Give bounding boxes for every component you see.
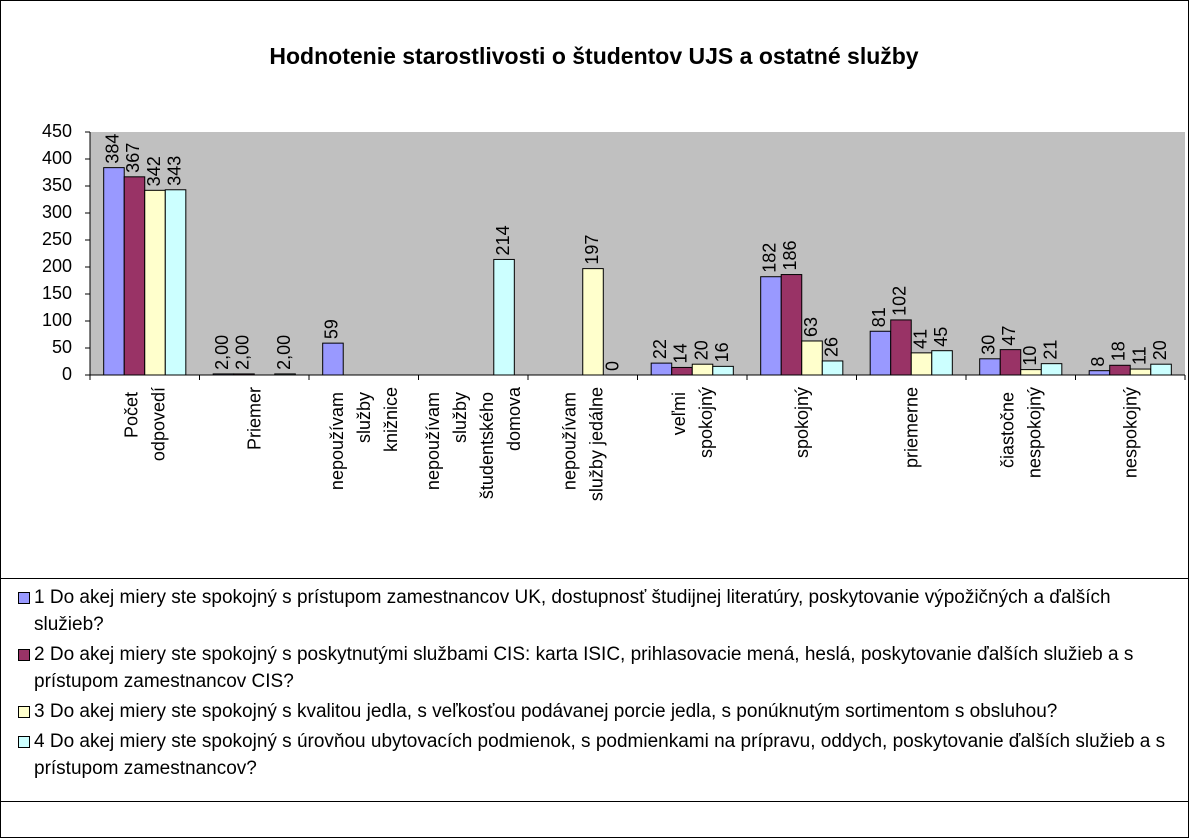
legend-swatch (18, 649, 30, 661)
x-tick-label: čiastočne nespokojný (997, 387, 1044, 478)
y-tick-label: 0 (62, 364, 72, 384)
bar (274, 373, 296, 376)
y-tick-label: 150 (42, 283, 72, 303)
bar (760, 276, 782, 376)
bar (1109, 364, 1131, 376)
value-label: 63 (801, 317, 821, 337)
bar (493, 258, 515, 376)
bar (1020, 369, 1042, 376)
value-label: 16 (712, 342, 732, 362)
bar (144, 189, 166, 376)
y-tick-label: 400 (42, 148, 72, 168)
bar (322, 342, 344, 376)
value-label: 342 (144, 156, 164, 186)
value-label: 47 (999, 326, 1019, 346)
legend-swatch (18, 592, 30, 604)
bar (233, 373, 255, 376)
x-tick-label: Priemer (244, 387, 264, 450)
value-label: 21 (1040, 340, 1060, 360)
legend-entry: 2 Do akej miery ste spokojný s poskytnut… (18, 641, 1181, 695)
value-label: 10 (1020, 346, 1040, 366)
bar (821, 360, 844, 376)
legend-entry: 3 Do akej miery ste spokojný s kvalitou … (18, 698, 1181, 725)
bar (780, 274, 803, 376)
y-tick-label: 100 (42, 310, 72, 330)
value-label: 182 (760, 243, 780, 273)
legend: 1 Do akej miery ste spokojný s prístupom… (0, 579, 1189, 801)
bar (979, 358, 1001, 376)
x-tick-label: nepoužívam služby študentského domova (423, 386, 524, 499)
value-label: 186 (780, 241, 800, 271)
chart-title: Hodnotenie starostlivosti o študentov UJ… (269, 43, 918, 69)
value-label: 20 (1150, 340, 1170, 360)
bar (1040, 363, 1063, 376)
x-tick-label: nespokojný (1120, 387, 1140, 478)
bar (650, 362, 673, 376)
value-label: 343 (164, 156, 184, 186)
bar (931, 350, 953, 376)
bar (1088, 370, 1111, 376)
bar (999, 349, 1022, 376)
value-label: 59 (322, 319, 342, 339)
value-label: 8 (1088, 357, 1108, 367)
bar (869, 330, 892, 376)
bar (691, 363, 714, 376)
y-tick-label: 300 (42, 202, 72, 222)
legend-entry: 1 Do akej miery ste spokojný s prístupom… (18, 584, 1181, 638)
legend-swatch (18, 706, 30, 718)
value-label: 20 (691, 340, 711, 360)
x-tick-label: nepoužívam služby knižnice (327, 387, 401, 490)
x-tick-label: nepoužívam služby jedálne (559, 387, 606, 501)
bar (671, 366, 693, 376)
legend-swatch (18, 736, 30, 748)
value-label: 30 (979, 335, 999, 355)
x-tick-label: Počet odpovedí (121, 387, 168, 461)
x-tick-label: priemerne (901, 387, 921, 468)
bar (212, 373, 235, 376)
bar (712, 365, 734, 376)
value-label: 11 (1129, 346, 1149, 365)
value-label: 367 (123, 143, 143, 173)
value-label: 41 (910, 329, 930, 349)
plot-area (90, 132, 1185, 375)
value-label: 102 (890, 286, 910, 316)
bar (123, 176, 146, 376)
bar (1150, 363, 1172, 376)
value-label: 197 (582, 235, 602, 265)
value-label: 81 (869, 307, 889, 327)
y-tick-label: 350 (42, 175, 72, 195)
value-label: 45 (931, 327, 951, 347)
value-label: 0 (602, 361, 622, 371)
value-label: 14 (671, 343, 691, 363)
value-label: 2,00 (233, 335, 253, 370)
y-tick-label: 450 (42, 121, 72, 141)
legend-label: 1 Do akej miery ste spokojný s prístupom… (34, 587, 1111, 635)
value-label: 214 (493, 225, 513, 255)
bar (801, 340, 823, 376)
legend-label: 2 Do akej miery ste spokojný s poskytnut… (34, 644, 1134, 692)
bar (164, 189, 187, 376)
legend-label: 3 Do akej miery ste spokojný s kvalitou … (34, 701, 1058, 722)
legend-entry: 4 Do akej miery ste spokojný s úrovňou u… (18, 728, 1181, 782)
bar (103, 167, 125, 376)
y-tick-label: 200 (42, 256, 72, 276)
bar (890, 319, 912, 376)
value-label: 26 (821, 337, 841, 357)
bar (1129, 368, 1152, 376)
x-tick-label: spokojný (792, 387, 812, 458)
value-label: 18 (1109, 341, 1129, 361)
value-label: 22 (650, 339, 670, 359)
bar (582, 268, 604, 376)
x-tick-label: veľmi spokojný (669, 387, 716, 458)
y-tick-label: 250 (42, 229, 72, 249)
value-label: 384 (103, 134, 123, 164)
value-label: 2,00 (212, 335, 232, 370)
y-tick-label: 50 (52, 337, 72, 357)
value-label: 2,00 (274, 335, 294, 370)
legend-label: 4 Do akej miery ste spokojný s úrovňou u… (34, 731, 1166, 779)
bar (910, 352, 933, 376)
